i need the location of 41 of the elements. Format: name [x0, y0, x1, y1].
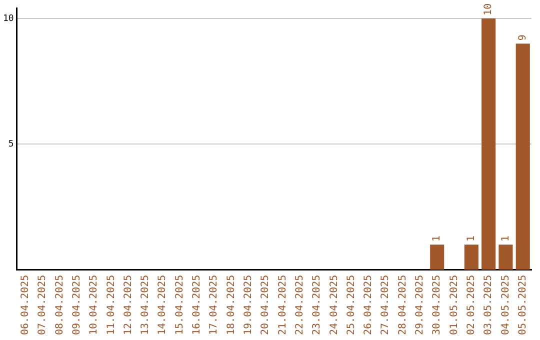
x-tick-label: 17.04.2025 — [208, 274, 220, 336]
x-tick-label: 30.04.2025 — [432, 274, 443, 336]
bar — [464, 244, 478, 270]
x-tick-label: 23.04.2025 — [312, 274, 323, 336]
bar — [516, 44, 530, 270]
x-tick-label: 21.04.2025 — [277, 274, 288, 336]
x-tick-label: 07.04.2025 — [37, 274, 48, 336]
x-tick-label: 24.04.2025 — [328, 274, 340, 336]
x-tick-label: 18.04.2025 — [226, 274, 237, 336]
x-tick-label: 20.04.2025 — [260, 274, 272, 336]
data-label: 1 — [432, 236, 443, 242]
x-tick-label: 19.04.2025 — [243, 274, 254, 336]
x-tick-label: 11.04.2025 — [106, 274, 117, 336]
x-tick-label: 03.05.2025 — [483, 274, 494, 336]
x-tick-label: 26.04.2025 — [363, 274, 374, 336]
x-tick-label: 29.04.2025 — [414, 274, 426, 336]
x-tick-label: 12.04.2025 — [122, 274, 134, 336]
x-tick-label: 25.04.2025 — [346, 274, 357, 336]
x-tick-label: 14.04.2025 — [157, 274, 168, 336]
bar — [430, 244, 444, 270]
x-tick-label: 13.04.2025 — [140, 274, 152, 336]
x-tick-label: 27.04.2025 — [380, 274, 392, 336]
x-tick-label: 15.04.2025 — [174, 274, 186, 336]
x-tick-label: 10.04.2025 — [88, 274, 100, 336]
data-label: 1 — [466, 236, 477, 242]
x-tick-label: 22.04.2025 — [294, 274, 306, 336]
data-label: 1 — [500, 236, 512, 242]
y-tick-label: 5 — [8, 139, 14, 150]
x-tick-label: 02.05.2025 — [466, 274, 477, 336]
x-tick-label: 06.04.2025 — [20, 274, 32, 336]
x-tick-label: 16.04.2025 — [192, 274, 203, 336]
x-tick-label: 08.04.2025 — [54, 274, 66, 336]
x-tick-label: 09.04.2025 — [71, 274, 82, 336]
x-tick-label: 01.05.2025 — [448, 274, 460, 336]
bar — [482, 18, 496, 270]
bar — [498, 244, 513, 270]
data-label: 9 — [517, 34, 528, 41]
x-tick-label: 28.04.2025 — [397, 274, 408, 336]
x-tick-label: 05.05.2025 — [517, 274, 528, 336]
data-label: 10 — [483, 3, 494, 16]
x-tick-label: 04.05.2025 — [500, 274, 512, 336]
